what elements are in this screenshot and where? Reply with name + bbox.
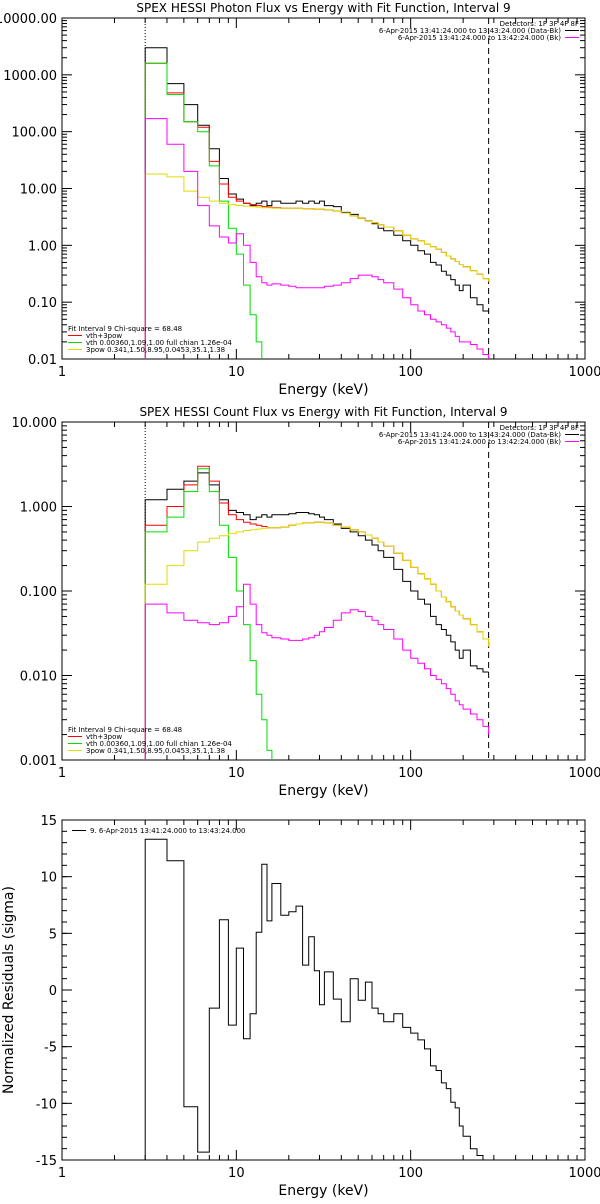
x-tick-label: 10 <box>228 1166 245 1181</box>
series-data-bk <box>145 473 488 770</box>
y-tick-label: 100.00 <box>12 126 58 141</box>
chart-title: SPEX HESSI Count Flux vs Energy with Fit… <box>139 405 507 419</box>
series-vth <box>145 63 488 376</box>
y-tick-label: 0.01 <box>28 353 57 368</box>
x-axis-label: Energy (keV) <box>278 1183 368 1199</box>
series-vth-3pow <box>145 466 488 770</box>
legend-top-right: Detectors: 1F 3F 4F 8F6-Apr-2015 13:41:2… <box>379 424 579 446</box>
plot-frame <box>62 820 585 1160</box>
y-tick-label: -5 <box>44 1041 57 1056</box>
y-tick-label: 0 <box>49 984 57 999</box>
plot-frame <box>62 18 585 359</box>
x-tick-label: 1 <box>58 1166 66 1181</box>
y-tick-label: 0.001 <box>20 754 57 769</box>
series-residuals <box>145 839 488 1170</box>
x-tick-label: 10 <box>228 365 245 380</box>
series-group <box>145 839 488 1170</box>
x-tick-label: 100 <box>398 365 423 380</box>
y-axis-label: Normalized Residuals (sigma) <box>1 886 17 1094</box>
plot-frame <box>62 422 585 760</box>
panel-2: SPEX HESSI Count Flux vs Energy with Fit… <box>12 405 600 799</box>
y-tick-label: 1.00 <box>28 239 57 254</box>
legend-top-right: Detectors: 1F 3F 4F 8F6-Apr-2015 13:41:2… <box>379 20 579 42</box>
y-tick-label: 15 <box>40 814 57 829</box>
x-tick-label: 100 <box>398 1166 423 1181</box>
legend-bottom-left: Fit Interval 9 Chi-square = 68.48vth+3po… <box>68 726 232 755</box>
y-tick-label: 5 <box>49 927 57 942</box>
y-tick-label: 10000.00 <box>0 12 57 27</box>
series-vth <box>145 469 488 786</box>
panel-3: 1 10 100 1000 Energy (keV) -15 -10 -5 0 5 10 15 Norm… <box>1 814 600 1199</box>
y-tick-label: 0.10 <box>28 296 57 311</box>
y-axis: 0.01 0.10 1.00 10.00 100.00 1000.00 10000.00 <box>0 12 585 368</box>
y-tick-label: 0.010 <box>20 670 57 685</box>
x-tick-label: 1 <box>58 365 66 380</box>
series-vth-3pow <box>145 63 488 369</box>
legend-entry-label: 3pow 0.341,1.50,8.95,0.0453,35.1,1.38 <box>86 747 225 755</box>
y-tick-label: -15 <box>36 1154 57 1169</box>
y-axis: 0.001 0.010 0.100 1.000 10.000 <box>12 416 586 769</box>
x-tick-label: 10 <box>228 766 245 781</box>
y-axis: -15 -10 -5 0 5 10 15 <box>36 814 585 1169</box>
legend-entry-label: 6-Apr-2015 13:41:24.000 to 13:42:24.000 … <box>398 34 561 42</box>
x-axis-label: Energy (keV) <box>278 382 368 398</box>
x-tick-label: 1000 <box>568 766 600 781</box>
y-tick-label: 10 <box>40 871 57 886</box>
legend-entry-label: 3pow 0.341,1.50,8.95,0.0453,35.1,1.38 <box>86 346 225 354</box>
legend-entry-label: 9. 6-Apr-2015 13:41:24.000 to 13:43:24.0… <box>90 827 245 835</box>
y-tick-label: 10.000 <box>12 416 58 431</box>
x-tick-label: 1 <box>58 766 66 781</box>
series-bk <box>145 119 488 369</box>
legend-bottom-left: Fit Interval 9 Chi-square = 68.48vth+3po… <box>68 325 232 354</box>
y-tick-label: -10 <box>36 1097 57 1112</box>
y-tick-label: 10.00 <box>20 183 57 198</box>
x-axis-label: Energy (keV) <box>278 783 368 799</box>
chart-title: SPEX HESSI Photon Flux vs Energy with Fi… <box>136 1 510 15</box>
panel-1: SPEX HESSI Photon Flux vs Energy with Fi… <box>0 1 600 398</box>
y-tick-label: 1000.00 <box>3 69 57 84</box>
x-tick-label: 1000 <box>568 365 600 380</box>
x-tick-label: 100 <box>398 766 423 781</box>
y-tick-label: 1.000 <box>20 501 57 516</box>
x-axis: 1 10 100 1000 <box>58 820 600 1181</box>
y-tick-label: 0.100 <box>20 585 57 600</box>
series-group <box>145 466 488 785</box>
legend-entry-label: 6-Apr-2015 13:41:24.000 to 13:42:24.000 … <box>398 438 561 446</box>
series-3pow <box>145 522 488 770</box>
series-group <box>145 48 488 376</box>
x-tick-label: 1000 <box>568 1166 600 1181</box>
legend-top-left: 9. 6-Apr-2015 13:41:24.000 to 13:43:24.0… <box>72 827 245 835</box>
series-data-bk <box>145 48 488 369</box>
